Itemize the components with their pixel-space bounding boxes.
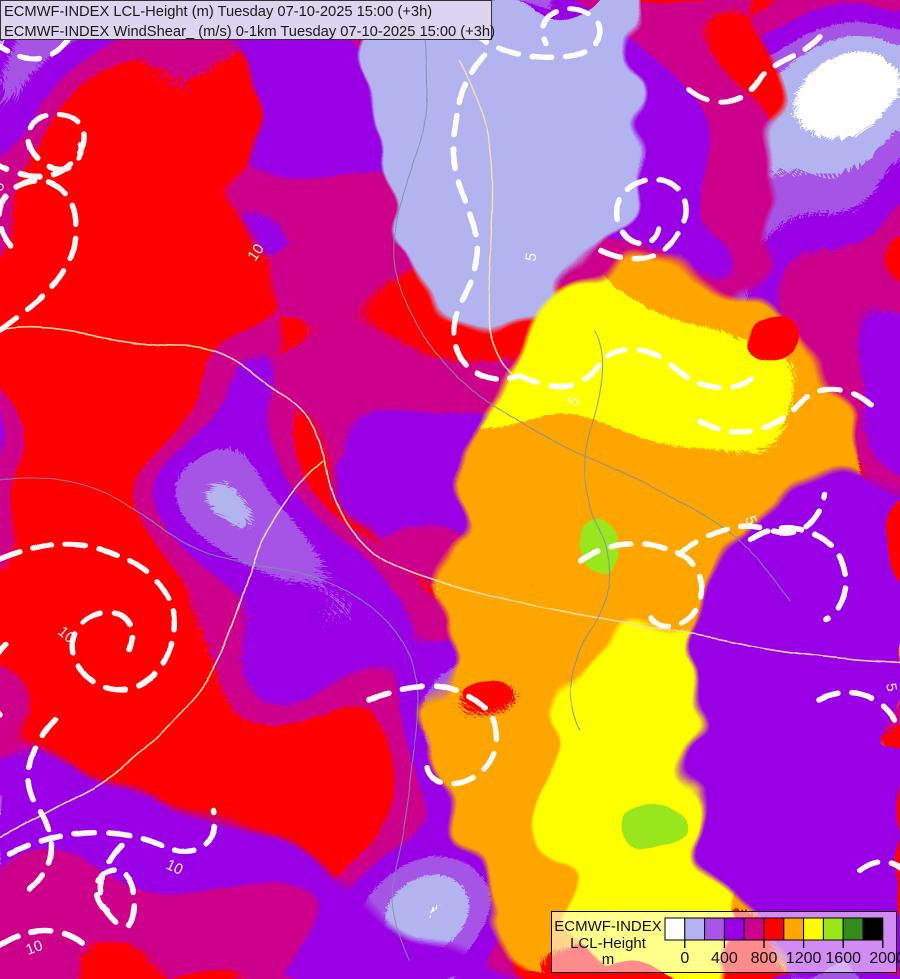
svg-text:0: 0	[680, 950, 689, 967]
svg-text:1200: 1200	[786, 950, 822, 967]
svg-text:400: 400	[711, 950, 738, 967]
svg-text:800: 800	[751, 950, 778, 967]
svg-text:1600: 1600	[825, 950, 861, 967]
svg-text:2000: 2000	[869, 950, 900, 967]
